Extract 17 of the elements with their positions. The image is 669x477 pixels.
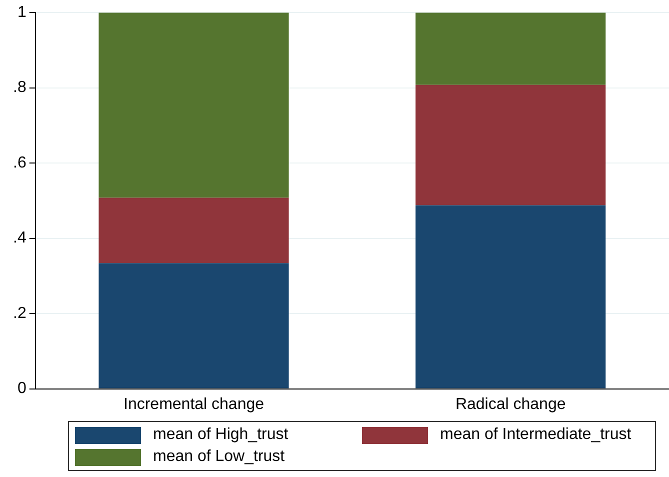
y-tick-label: .6	[13, 154, 26, 172]
legend-label: mean of High_trust	[153, 426, 288, 444]
y-tick-label: 1	[17, 4, 26, 22]
y-tick-label: .4	[13, 230, 26, 247]
x-tick-label: Incremental change	[123, 396, 264, 413]
bar	[416, 12, 606, 85]
legend-label: mean of Intermediate_trust	[440, 426, 632, 444]
legend-label: mean of Low_trust	[153, 448, 285, 466]
x-tick-label: Radical change	[455, 396, 566, 413]
bar	[416, 84, 606, 206]
bar	[98, 198, 289, 264]
bar	[98, 263, 289, 388]
y-tick-label: .8	[13, 79, 26, 96]
bar	[98, 12, 289, 198]
y-tick-label: .2	[13, 304, 26, 322]
bar	[416, 205, 606, 388]
y-tick-label: 0	[17, 380, 26, 398]
